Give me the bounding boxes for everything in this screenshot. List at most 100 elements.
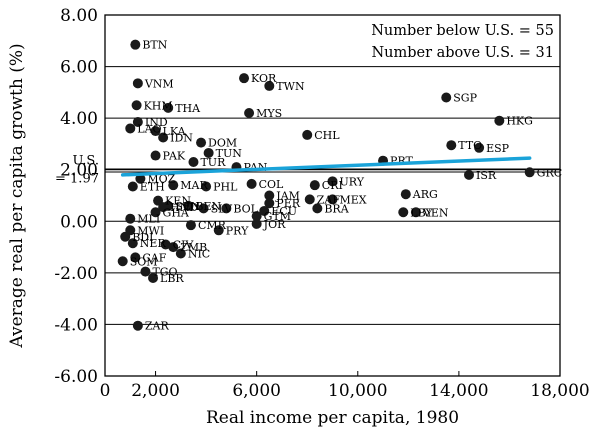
point-label: COL [259,178,284,191]
data-point [175,248,186,259]
data-point [474,142,485,153]
y-tick-label: 4.00 [60,109,98,129]
data-point [127,238,138,249]
data-point [309,180,320,191]
point-label: ARG [412,188,438,201]
point-label: LBY [410,206,433,219]
point-label: CAF [142,251,166,264]
point-label: BRA [324,202,349,215]
data-point [183,200,194,211]
y-axis-label: Average real per capita growth (%) [7,43,27,348]
trend-line [120,156,532,177]
data-point [140,266,151,277]
data-point [127,181,138,192]
point-label: MWI [137,224,164,237]
point-label: CMR [198,219,227,232]
x-tick-label: 14,000 [429,381,488,401]
data-point [163,200,174,211]
point-label: MOZ [147,173,175,186]
point-label: IDN [170,131,193,144]
data-point [132,117,143,128]
data-point [120,231,131,242]
point-label: PHL [213,180,238,193]
y-tick-label: -6.00 [54,367,98,387]
point-label: KHM [144,99,173,112]
data-point [203,147,214,158]
data-point [312,203,323,214]
plot-frame [104,14,561,377]
point-label: THA [175,102,201,115]
data-point [150,150,161,161]
point-label: CHL [314,129,340,142]
data-point [524,167,535,178]
point-label: JAM [275,190,300,203]
data-point [494,115,505,126]
y-tick-label: 2.00 [60,161,98,181]
point-label: MYS [256,107,282,120]
point-label: NER [140,237,167,250]
point-label: MEX [340,193,367,206]
data-point [125,123,136,134]
us-label-bottom: = 1.97 [55,171,99,186]
x-axis-label: Real income per capita, 1980 [206,408,459,428]
point-label: HND [170,201,198,214]
data-point [125,213,136,224]
data-point [132,78,143,89]
data-point [251,211,262,222]
data-point [168,180,179,191]
data-point [464,169,474,180]
point-label: SGP [453,92,477,105]
x-tick-label: 18,000 [530,381,589,401]
y-tick-label: 6.00 [60,58,98,78]
point-label: HKG [506,115,533,128]
point-label: ESP [486,142,510,155]
point-label: KEN [165,195,191,208]
annotation-box: Number below U.S. = 55 Number above U.S. … [371,23,554,61]
point-label: TGO [152,266,177,279]
point-label: ZMB [180,241,207,254]
point-label: TUR [200,156,226,169]
point-label: GRC [537,166,563,179]
point-label: BOL [233,202,258,215]
x-tick-label: 2,000 [131,381,180,401]
data-point [150,207,161,218]
data-point [198,203,209,214]
point-label: TWN [276,80,305,93]
point-label: PAK [163,150,186,163]
data-point [239,73,250,84]
point-label: TTO [458,139,482,152]
point-label: URY [340,175,365,188]
data-point [264,190,275,201]
data-point [188,156,199,167]
data-point [163,102,174,113]
point-label: ZAR [145,320,170,333]
point-label: NIC [188,248,210,261]
point-label: PER [276,197,300,210]
point-label: KOR [251,72,277,85]
point-label: PRT [390,155,413,168]
point-label: LBR [160,272,184,285]
data-point [304,194,315,205]
point-label: DOM [208,137,237,150]
annotation-text: Number below U.S. = 55 [371,23,554,39]
point-label: GTM [264,210,291,223]
point-label: LAO [137,122,161,135]
x-axis: 0 2,000 6,000 10,000 14,000 18,000 [100,371,590,401]
data-point [213,225,224,236]
data-point [185,220,196,231]
point-label: ETH [140,180,165,193]
us-label-top: U.S. [73,153,99,168]
point-label: PRY [226,224,249,237]
data-point [327,194,338,205]
data-point [264,198,275,209]
point-label: ZAF [317,193,341,206]
x-tick-label: 0 [100,381,111,401]
point-label: ECU [271,205,297,218]
data-point [264,80,275,91]
y-axis: 8.00 6.00 4.00 2.00 0.00 -2.00 -4.00 -6.00 [54,6,560,387]
x-tick-label: 6,000 [232,381,281,401]
data-point [221,203,232,214]
data-point [251,218,262,229]
data-point [244,107,255,118]
